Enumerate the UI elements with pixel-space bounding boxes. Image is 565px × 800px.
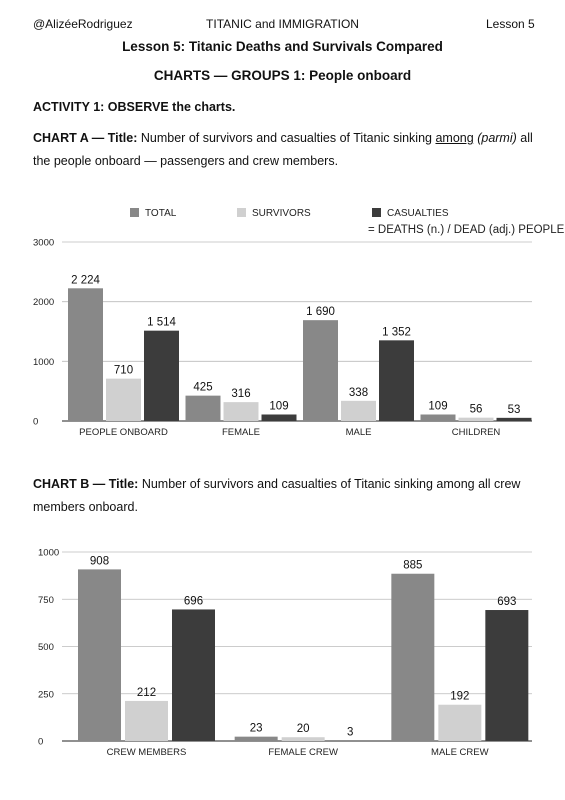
data-label: 212 xyxy=(137,687,156,699)
chart-a-caption-italic: (parmi) xyxy=(477,131,517,145)
chart-a-caption-text2: all the people onboard — passengers and … xyxy=(33,131,533,168)
y-tick-label: 750 xyxy=(38,595,54,606)
data-label: 56 xyxy=(470,404,483,416)
bar-total xyxy=(303,320,338,421)
data-label: 908 xyxy=(90,555,109,567)
activity-heading: ACTIVITY 1: OBSERVE the charts. xyxy=(33,100,236,114)
bar-casualties xyxy=(328,740,372,741)
chart-a: TOTAL SURVIVORS CASUALTIES = DEATHS (n.) / … xyxy=(33,208,565,438)
data-label: 53 xyxy=(508,404,521,416)
data-label: 885 xyxy=(403,560,422,572)
x-tick-label: FEMALE CREW xyxy=(268,747,338,758)
bar-survivors xyxy=(125,700,168,741)
legend-note: = DEATHS (n.) / DEAD (adj.) PEOPLE xyxy=(368,224,565,236)
legend-label-total: TOTAL xyxy=(145,208,177,219)
bar-casualties xyxy=(172,609,215,741)
chart-a-caption-underlined: among xyxy=(435,131,474,145)
y-tick-label: 0 xyxy=(33,417,38,428)
bar-total xyxy=(185,395,221,421)
data-label: 425 xyxy=(193,382,212,394)
data-label: 693 xyxy=(497,596,516,608)
y-tick-label: 0 xyxy=(38,737,43,748)
y-tick-label: 1000 xyxy=(33,357,54,368)
bar-survivors xyxy=(341,400,376,421)
chart-b-caption-label: CHART B — Title: xyxy=(33,477,139,491)
data-label: 1 514 xyxy=(147,317,176,329)
header-lesson: Lesson 5 xyxy=(486,17,535,31)
data-label: 338 xyxy=(349,387,368,399)
data-label: 1 352 xyxy=(382,326,411,338)
data-label: 23 xyxy=(250,723,263,735)
x-tick-label: MALE xyxy=(346,427,372,438)
data-label: 192 xyxy=(450,691,469,703)
data-label: 710 xyxy=(114,365,133,377)
chart-b: 0 250 500 750 1000 908 212 696 CREW MEMBERS 23 20 3… xyxy=(38,548,532,758)
y-tick-label: 3000 xyxy=(33,238,54,249)
bar-casualties xyxy=(144,330,179,421)
bar-survivors xyxy=(458,417,494,421)
bar-total xyxy=(78,569,121,741)
bar-survivors xyxy=(281,737,325,741)
bar-casualties xyxy=(261,414,297,421)
bar-survivors xyxy=(106,378,141,421)
bar-total xyxy=(234,736,278,741)
data-label: 109 xyxy=(428,400,447,412)
bar-total xyxy=(68,288,103,421)
y-tick-label: 500 xyxy=(38,642,54,653)
chart-a-caption: CHART A — Title: Number of survivors and… xyxy=(33,127,543,173)
x-tick-label: CREW MEMBERS xyxy=(107,747,187,758)
legend-label-casualties: CASUALTIES xyxy=(387,208,449,219)
chart-b-caption: CHART B — Title: Number of survivors and… xyxy=(33,473,543,519)
x-tick-label: PEOPLE ONBOARD xyxy=(79,427,168,438)
x-tick-label: CHILDREN xyxy=(452,427,501,438)
data-label: 316 xyxy=(231,388,250,400)
legend-swatch-casualties xyxy=(372,208,381,217)
header-author: @AlizéeRodriguez xyxy=(33,17,133,31)
data-label: 1 690 xyxy=(306,306,335,318)
legend-label-survivors: SURVIVORS xyxy=(252,208,311,219)
header-course: TITANIC and IMMIGRATION xyxy=(206,17,359,31)
bar-total xyxy=(420,414,456,421)
y-tick-label: 1000 xyxy=(38,548,59,559)
legend-swatch-survivors xyxy=(237,208,246,217)
bar-casualties xyxy=(496,417,532,421)
data-label: 2 224 xyxy=(71,274,100,286)
legend-swatch-total xyxy=(130,208,139,217)
chart-b-caption-text: Number of survivors and casualties of Ti… xyxy=(33,477,521,514)
y-tick-label: 250 xyxy=(38,689,54,700)
data-label: 109 xyxy=(269,400,288,412)
x-tick-label: FEMALE xyxy=(222,427,260,438)
bar-total xyxy=(391,573,435,741)
data-label: 696 xyxy=(184,595,203,607)
bar-survivors xyxy=(438,704,482,741)
bar-casualties xyxy=(485,610,529,741)
y-tick-label: 2000 xyxy=(33,297,54,308)
chart-a-caption-label: CHART A — Title: xyxy=(33,131,138,145)
data-label: 3 xyxy=(347,726,353,738)
data-label: 20 xyxy=(297,723,310,735)
page-title: Lesson 5: Titanic Deaths and Survivals C… xyxy=(122,39,443,54)
x-tick-label: MALE CREW xyxy=(431,747,489,758)
bar-casualties xyxy=(379,340,414,421)
chart-a-caption-text1: Number of survivors and casualties of Ti… xyxy=(140,131,432,145)
page-subtitle: CHARTS — GROUPS 1: People onboard xyxy=(153,68,412,83)
bar-survivors xyxy=(223,402,259,421)
